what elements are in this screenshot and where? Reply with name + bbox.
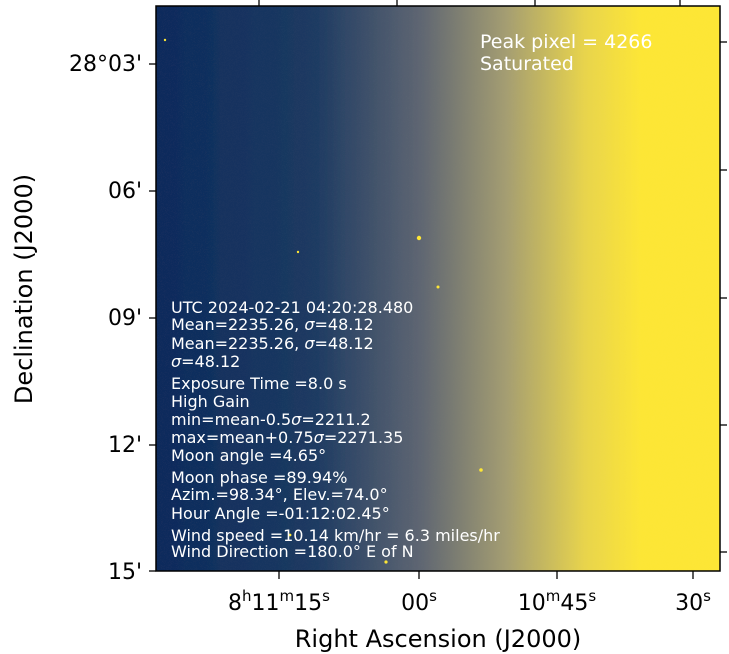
info-line: Wind Direction =180.0° E of N: [171, 542, 414, 561]
saturated-text: Saturated: [480, 53, 574, 75]
info-line: min=mean-0.5σ=2211.2: [171, 410, 371, 429]
y-tick-label: 09': [108, 306, 142, 331]
stars-layer: [163, 38, 483, 564]
info-line: σ=48.12: [171, 352, 240, 371]
observation-info: UTC 2024-02-21 04:20:28.480Mean=2235.26,…: [171, 298, 500, 561]
info-line: Mean=2235.26, σ=48.12: [171, 334, 374, 353]
sky-image: [156, 6, 720, 571]
star: [296, 250, 300, 254]
peak-pixel-text: Peak pixel = 4266: [480, 31, 652, 53]
y-tick-label: 28°03': [69, 52, 142, 77]
info-line: Moon angle =4.65°: [171, 446, 326, 465]
peak-annotation: Peak pixel = 4266 Saturated: [480, 31, 652, 75]
info-line: Moon phase =89.94%: [171, 468, 347, 487]
y-axis-label: Declination (J2000): [10, 174, 38, 404]
star: [163, 38, 167, 42]
info-line: Mean=2235.26, σ=48.12: [171, 315, 374, 334]
y-tick-label: 06': [108, 179, 142, 204]
y-tick-label: 12': [108, 433, 142, 458]
star: [479, 468, 483, 472]
x-tick-label: 8h11m15s: [228, 587, 330, 616]
image-frame: [155, 5, 721, 572]
info-line: High Gain: [171, 392, 250, 411]
info-line: max=mean+0.75σ=2271.35: [171, 428, 403, 447]
x-tick-label: 00s: [401, 587, 437, 616]
tick-marks: [149, 0, 727, 579]
y-tick-labels: 28°03' 06' 09' 12' 15': [69, 52, 142, 585]
info-line: Hour Angle =-01:12:02.45°: [171, 504, 390, 523]
info-line: Wind speed =10.14 km/hr = 6.3 miles/hr: [171, 526, 500, 545]
star: [416, 235, 422, 241]
x-axis-label: Right Ascension (J2000): [295, 625, 582, 653]
y-tick-label: 15': [108, 560, 142, 585]
star: [384, 560, 388, 564]
info-line: Exposure Time =8.0 s: [171, 374, 347, 393]
info-line: Azim.=98.34°, Elev.=74.0°: [171, 485, 388, 504]
star: [436, 285, 440, 289]
x-tick-labels: 8h11m15s 00s 10m45s 30s: [228, 587, 711, 616]
x-tick-label: 10m45s: [518, 587, 597, 616]
info-line: UTC 2024-02-21 04:20:28.480: [171, 298, 413, 317]
star: [288, 533, 292, 537]
x-tick-label: 30s: [675, 587, 711, 616]
